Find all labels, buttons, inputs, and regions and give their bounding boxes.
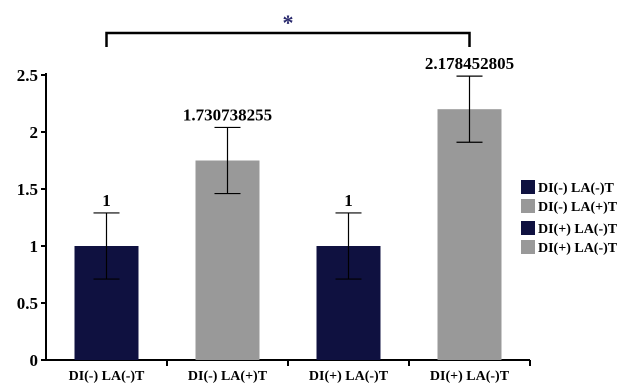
y-tick-label: 0 [30, 351, 39, 370]
legend-swatch [521, 240, 535, 254]
data-label: 1 [344, 191, 353, 210]
y-tick-label: 1 [30, 237, 39, 256]
legend-label: DI(+) LA(-)T [538, 222, 618, 237]
data-label: 2.178452805 [425, 54, 514, 73]
legend-swatch [521, 199, 535, 213]
x-tick-label: DI(+) LA(-)T [309, 369, 389, 384]
significance-bracket [105, 31, 471, 47]
y-tick-label: 2.5 [17, 66, 38, 85]
data-label: 1.730738255 [183, 105, 272, 124]
bar [437, 109, 502, 360]
legend-label: DI(+) LA(-)T [538, 241, 618, 256]
x-tick-label: DI(+) LA(-)T [430, 369, 510, 384]
legend-label: DI(-) LA(+)T [538, 200, 618, 215]
y-tick-label: 2 [30, 123, 39, 142]
legend-swatch [521, 180, 535, 194]
legend-swatch [521, 221, 535, 235]
significance-star: * [283, 10, 294, 35]
data-label: 1 [102, 191, 111, 210]
legend-label: DI(-) LA(-)T [538, 181, 614, 196]
y-tick-label: 0.5 [17, 294, 38, 313]
x-tick-label: DI(-) LA(+)T [188, 369, 268, 384]
y-tick-label: 1.5 [17, 180, 38, 199]
x-tick-label: DI(-) LA(-)T [69, 369, 145, 384]
